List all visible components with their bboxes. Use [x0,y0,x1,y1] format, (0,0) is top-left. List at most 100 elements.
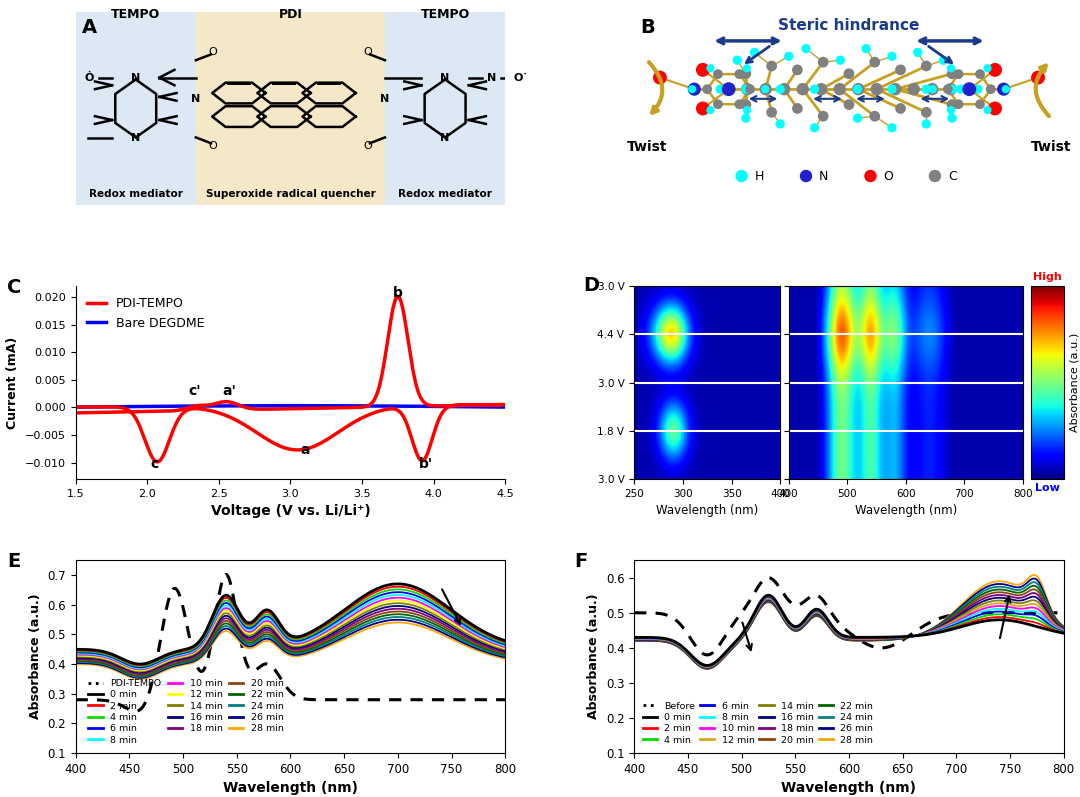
Text: H: H [755,170,764,183]
Point [788,102,806,115]
Text: Low: Low [1035,483,1059,493]
Text: A: A [82,18,97,37]
Point [883,50,901,63]
Point [887,83,904,96]
Point [686,83,703,96]
Text: PDI: PDI [279,8,302,21]
Point [731,98,748,111]
Legend: PDI-TEMPO, Bare DEGDME: PDI-TEMPO, Bare DEGDME [82,292,210,335]
Point [892,102,909,115]
Point [943,104,960,116]
Point [739,83,756,96]
Text: F: F [573,552,588,571]
Text: c': c' [188,384,201,398]
Point [699,83,716,96]
Point [950,98,968,111]
Text: O: O [883,170,893,183]
Point [986,102,1003,115]
Point [712,83,729,96]
Point [944,83,961,96]
Point [731,68,748,80]
Point [960,83,977,96]
Bar [195,12,384,205]
Point [684,83,701,96]
Point [969,83,986,96]
Point [738,83,755,96]
Text: N: N [441,73,449,83]
Point [943,62,960,75]
Bar [76,12,195,205]
Point [944,68,961,80]
Point [935,54,953,67]
Text: Twist: Twist [1030,140,1071,154]
Point [739,104,756,116]
Point [892,64,909,77]
Legend: Before, 0 min, 2 min, 4 min, 6 min, 8 min, 10 min, 12 min, 14 min, 16 min, 18 mi: Before, 0 min, 2 min, 4 min, 6 min, 8 mi… [639,698,877,748]
Point [739,62,756,75]
Point [775,83,793,96]
Point [738,68,755,80]
Point [997,83,1014,96]
Point [720,83,738,96]
Y-axis label: Absorbance (a.u.): Absorbance (a.u.) [1069,333,1079,432]
Text: O: O [363,141,373,151]
Bare DEGDME [278,401,291,410]
Point [978,104,996,116]
Text: Ȯ: Ȯ [84,73,94,83]
Bare DEGDME [486,402,499,412]
Text: TEMPO: TEMPO [111,8,160,21]
Text: C: C [948,170,957,183]
Point [866,110,883,123]
X-axis label: Voltage (V vs. Li/Li⁺): Voltage (V vs. Li/Li⁺) [211,505,370,518]
Bare DEGDME [407,402,420,411]
Point [849,83,866,96]
Point [940,83,957,96]
Point [762,106,780,119]
Point [971,98,988,111]
Point [971,68,988,80]
Point [942,83,959,96]
Point [788,64,806,77]
X-axis label: Wavelength (nm): Wavelength (nm) [657,505,758,517]
Point [858,42,875,55]
Point [771,117,788,130]
Text: TEMPO: TEMPO [420,8,470,21]
Point [953,83,970,96]
Point [866,56,883,69]
Point [960,83,977,96]
Point [762,60,780,73]
Text: N: N [191,94,201,104]
Point [832,83,849,96]
Point [918,83,935,96]
Point [710,68,727,80]
Point [978,62,996,75]
Text: N: N [441,133,449,143]
Point [797,42,814,55]
Point [909,46,927,59]
Text: N: N [487,73,497,83]
Point [918,106,935,119]
Point [771,83,788,96]
Line: Bare DEGDME: Bare DEGDME [76,406,505,407]
Point [720,83,738,96]
Point [757,83,774,96]
Point [986,64,1003,77]
Text: c: c [150,457,159,471]
Text: b': b' [419,457,433,471]
Point [862,170,879,183]
Point [918,60,935,73]
X-axis label: Wavelength (nm): Wavelength (nm) [782,781,917,795]
Point [702,104,719,116]
Point [840,98,858,111]
Bare DEGDME [267,401,280,410]
Point [797,170,814,183]
Bare DEGDME [91,402,104,412]
Point [905,83,922,96]
Text: N: N [380,94,390,104]
Text: O˙: O˙ [514,73,529,83]
Text: N: N [131,133,140,143]
Point [814,110,832,123]
Text: Redox mediator: Redox mediator [89,189,183,199]
Text: B: B [640,18,656,37]
Point [694,64,712,77]
